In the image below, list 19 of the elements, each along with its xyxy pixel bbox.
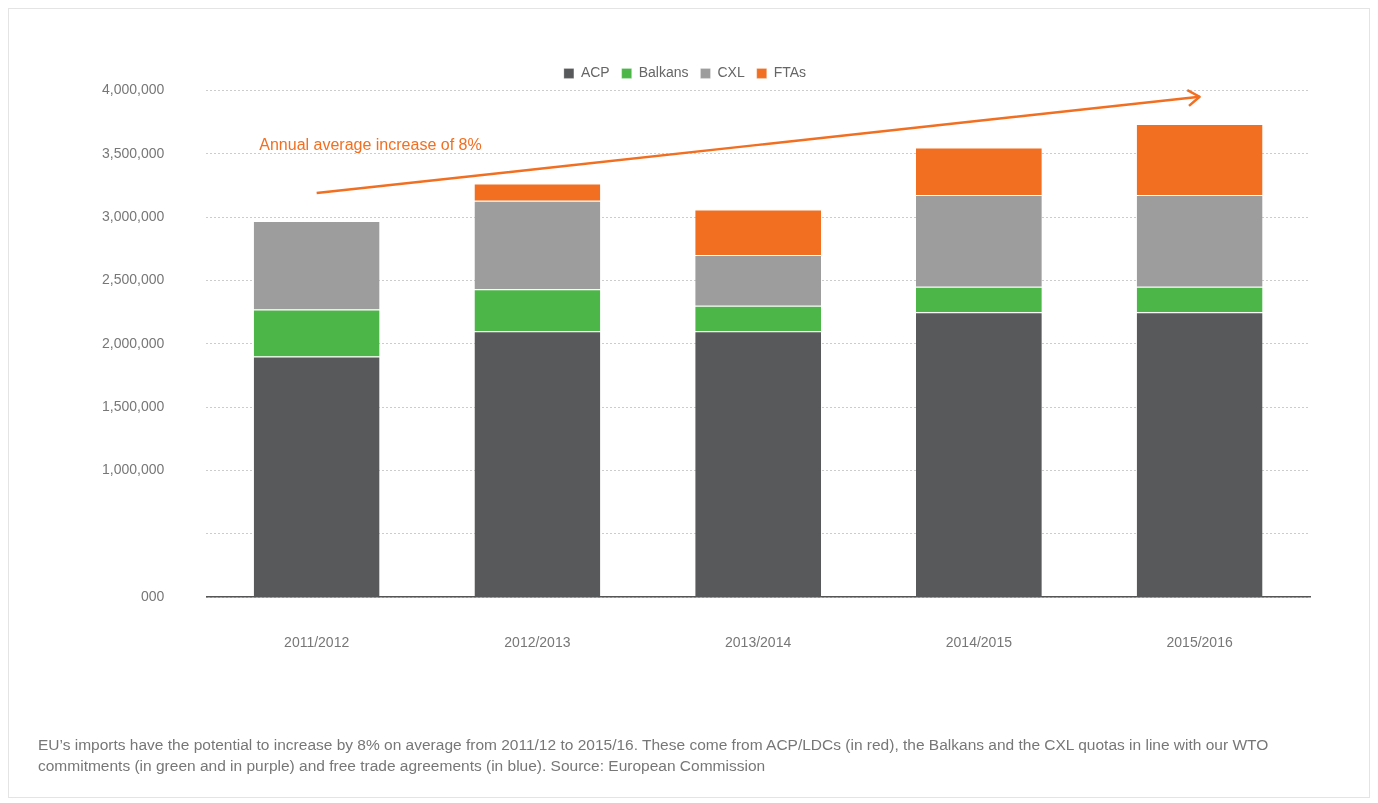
- y-tick-label: 4,000,000: [101, 81, 165, 98]
- annotation: Annual average increase of 8%: [259, 135, 482, 153]
- legend-label: Balkans: [638, 64, 689, 81]
- legend-label: CXL: [717, 64, 745, 81]
- legend-label: FTAs: [773, 64, 807, 81]
- y-tick-label: 1,000,000: [101, 461, 165, 478]
- x-tick-label: 2012/2013: [504, 634, 571, 651]
- y-tick-label: 000: [140, 588, 165, 605]
- x-tick-label: 2011/2012: [284, 634, 350, 651]
- legend-label: ACP: [580, 64, 610, 81]
- y-tick-label: 3,000,000: [101, 207, 165, 224]
- y-tick-label: 3,500,000: [101, 144, 165, 161]
- y-tick-label: 2,000,000: [101, 334, 165, 351]
- x-tick-label: 2014/2015: [945, 634, 1013, 651]
- y-tick-label: 1,500,000: [101, 398, 165, 415]
- y-tick-label: 2,500,000: [101, 271, 165, 288]
- text: EU’s imports have the potential to increase by 8% on average from 2011/12 to 2015/16. These come from ACP/LDCs (in red), the Balkans and the CXL quotas in line with our WTO commitments (in green and in purple) and free trade agreements (in blue). Source: European Commission: [38, 735, 1270, 776]
- x-tick-label: 2015/2016: [1166, 634, 1233, 651]
- x-tick-label: 2013/2014: [725, 634, 792, 651]
